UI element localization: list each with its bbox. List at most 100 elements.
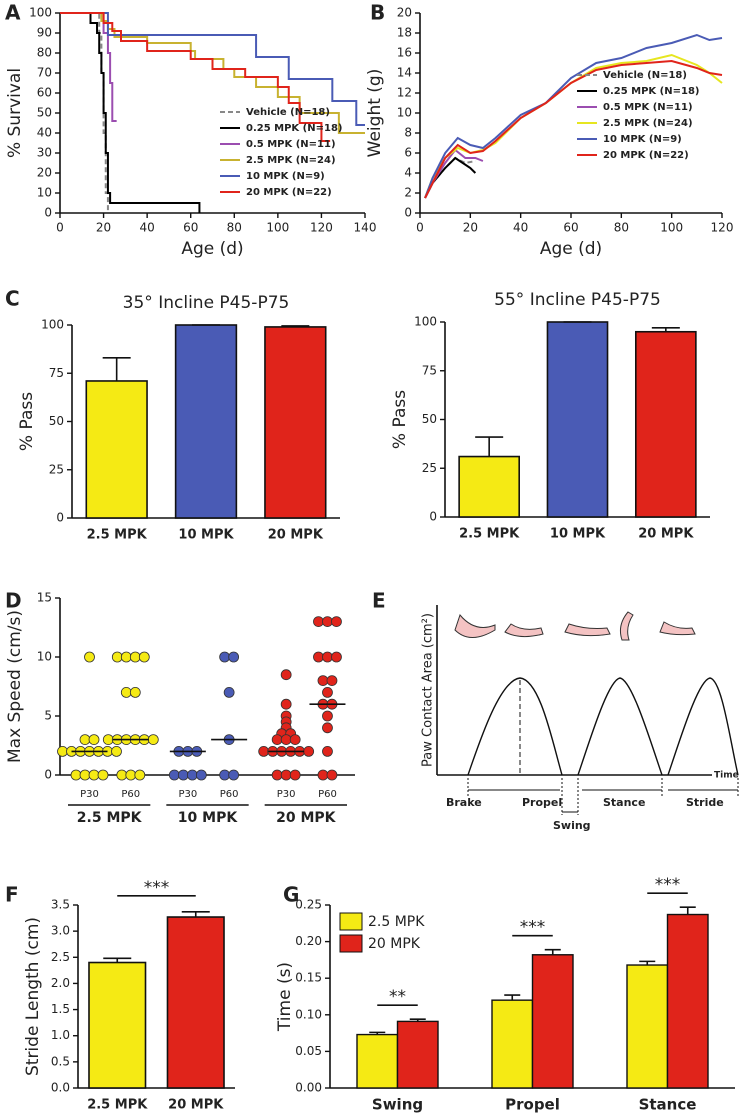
data-point — [186, 769, 198, 781]
y-tick-label: 0.15 — [295, 971, 322, 985]
bar — [531, 954, 574, 1089]
data-point — [326, 675, 338, 686]
phase-label: Swing — [553, 819, 591, 832]
chart-title: 55° Incline P45-P75 — [494, 290, 661, 310]
x-tick-label: 120 — [310, 221, 333, 235]
x-tick-label: 80 — [227, 221, 242, 235]
legend-label: 0.5 MPK (N=11) — [246, 139, 336, 150]
y-tick-label: 50 — [422, 412, 437, 426]
series-line — [60, 12, 201, 213]
legend-swatch — [339, 934, 363, 953]
data-point — [138, 651, 150, 663]
y-tick-label: 12 — [397, 86, 412, 100]
data-point — [271, 734, 283, 745]
group-label: 2.5 MPK — [77, 810, 143, 826]
y-tick-label: 8 — [404, 126, 412, 140]
legend-label: 2.5 MPK (N=24) — [603, 118, 693, 129]
x-tick-label: 40 — [140, 221, 155, 235]
x-tick-label: 2.5 MPK — [87, 528, 148, 543]
data-point — [219, 769, 231, 781]
x-axis-label: Age (d) — [181, 239, 243, 259]
data-point — [322, 687, 333, 698]
data-point — [116, 769, 128, 781]
data-point — [70, 769, 82, 781]
x-tick-label: 100 — [660, 221, 683, 235]
legend-label: 10 MPK (N=9) — [603, 134, 682, 145]
y-tick-label: 25 — [422, 461, 437, 475]
y-tick-label: 25 — [49, 462, 64, 476]
y-axis-label: % Survival — [5, 68, 25, 158]
y-tick-label: 3.0 — [51, 924, 70, 938]
y-tick-label: 16 — [397, 46, 412, 60]
data-point — [322, 616, 333, 627]
data-point — [228, 651, 240, 663]
data-point — [111, 746, 122, 757]
legend-swatch — [339, 912, 363, 931]
bar — [666, 913, 709, 1089]
y-tick-label: 70 — [37, 66, 52, 80]
y-tick-label: 3.5 — [51, 898, 70, 912]
y-tick-label: 0.20 — [295, 934, 322, 948]
y-tick-label: 60 — [37, 86, 52, 100]
significance-label: *** — [655, 875, 681, 895]
bar — [626, 964, 669, 1089]
y-tick-label: 2.5 — [51, 950, 70, 964]
x-tick-label: 20 MPK — [268, 528, 324, 543]
bar — [85, 380, 148, 519]
y-tick-label: 0.00 — [295, 1081, 322, 1095]
data-point — [125, 769, 137, 781]
phase-label: Propel — [522, 796, 562, 809]
data-point — [303, 746, 315, 757]
data-point — [129, 651, 141, 663]
data-point — [313, 616, 324, 627]
bar — [396, 1020, 439, 1089]
x-tick-label: 0 — [56, 221, 64, 235]
legend-label: 0.5 MPK (N=11) — [603, 102, 693, 113]
x-tick-label: P60 — [220, 789, 239, 800]
group-label: 20 MPK — [276, 810, 337, 826]
panel-label: E — [372, 589, 386, 613]
data-point — [258, 746, 270, 757]
x-tick-label: 100 — [266, 221, 289, 235]
y-tick-label: 20 — [37, 166, 52, 180]
y-tick-label: 30 — [37, 146, 52, 160]
y-tick-label: 4 — [404, 166, 412, 180]
data-point — [322, 710, 333, 722]
x-tick-label: 20 — [96, 221, 111, 235]
data-point — [97, 769, 109, 781]
chart: 0 25 50 75 100 % Pass 55° Incline P45-P75 2.5 M… — [390, 290, 710, 542]
x-axis-label: Time — [714, 771, 739, 781]
legend-label: Vehicle (N=18) — [603, 70, 687, 81]
data-point — [280, 769, 292, 781]
significance-label: *** — [144, 878, 170, 898]
y-tick-label: 1.5 — [51, 1002, 70, 1016]
data-point — [134, 769, 146, 781]
y-axis-label: Max Speed (cm/s) — [5, 610, 25, 763]
panel-label: G — [283, 883, 299, 907]
y-tick-label: 0.5 — [51, 1054, 70, 1068]
legend-label: 20 MPK (N=22) — [246, 187, 332, 198]
series-line — [60, 12, 331, 142]
y-tick-label: 14 — [397, 66, 412, 80]
y-tick-label: 50 — [49, 414, 64, 428]
bar — [634, 330, 697, 518]
series-line — [424, 33, 723, 199]
legend-label: 0.25 MPK (N=18) — [603, 86, 699, 97]
bar — [166, 916, 225, 1089]
legend-label: 0.25 MPK (N=18) — [246, 123, 342, 134]
y-tick-label: 90 — [37, 26, 52, 40]
data-point — [317, 675, 329, 686]
data-point — [322, 722, 333, 734]
legend-label: 2.5 MPK (N=24) — [246, 155, 336, 166]
bar — [356, 1033, 399, 1089]
x-tick-label: 20 — [463, 221, 478, 235]
legend-label: Vehicle (N=18) — [246, 107, 330, 118]
y-tick-label: 18 — [397, 26, 412, 40]
data-point — [219, 651, 231, 663]
x-tick-label: 20 MPK — [168, 1098, 224, 1113]
data-point — [57, 746, 68, 757]
legend-label: 2.5 MPK — [368, 914, 425, 930]
panel-label: F — [5, 883, 19, 907]
x-tick-label: 40 — [513, 221, 528, 235]
data-point — [223, 687, 235, 698]
